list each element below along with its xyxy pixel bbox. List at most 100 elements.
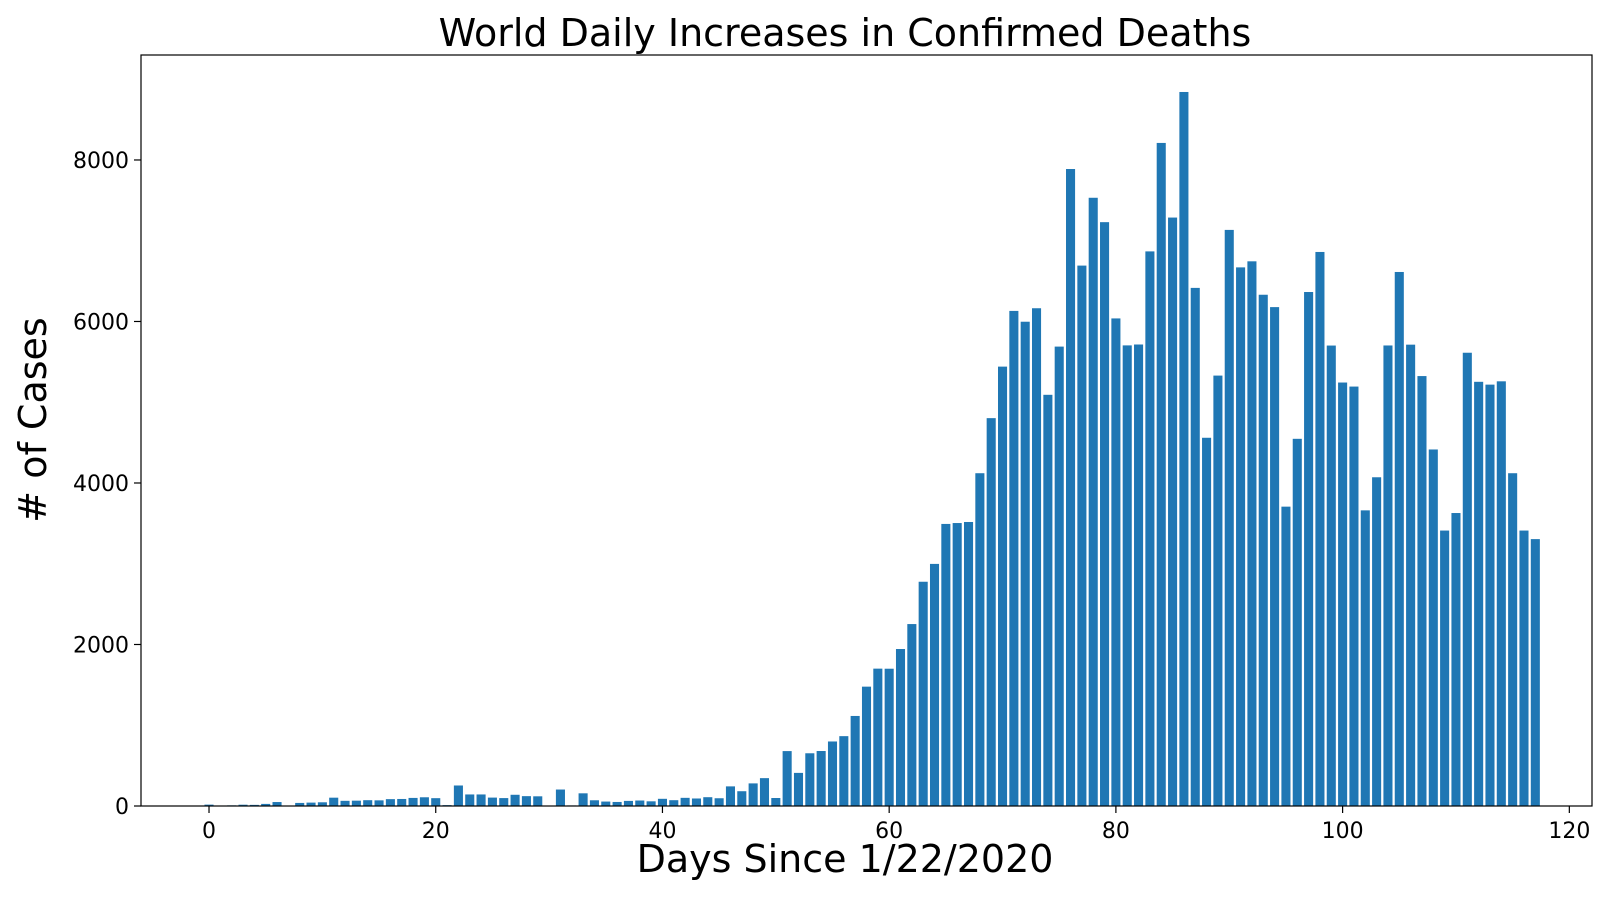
bar-day-12 <box>340 800 350 806</box>
bar-day-31 <box>555 789 565 806</box>
bar-day-34 <box>589 800 599 806</box>
bar-day-57 <box>850 715 860 806</box>
bar-day-104 <box>1383 345 1393 806</box>
bar-day-86 <box>1179 91 1189 807</box>
bar-day-105 <box>1394 271 1404 807</box>
bar-day-22 <box>453 785 463 806</box>
bar-day-73 <box>1032 308 1042 806</box>
bar-day-59 <box>873 668 883 806</box>
bar-day-43 <box>691 798 701 806</box>
bar-day-87 <box>1190 287 1200 806</box>
bar-day-115 <box>1508 473 1518 806</box>
bar-day-91 <box>1236 267 1246 806</box>
bar-day-41 <box>669 800 679 806</box>
bar-day-95 <box>1281 506 1291 806</box>
bar-day-18 <box>408 797 418 806</box>
bar-day-26 <box>499 798 509 806</box>
bar-day-25 <box>487 797 497 806</box>
bar-day-5 <box>261 803 271 806</box>
bar-day-51 <box>782 751 792 806</box>
bar-day-113 <box>1485 384 1495 806</box>
bar-day-82 <box>1134 344 1144 806</box>
x-tick-label: 20 <box>422 819 450 844</box>
bar-day-60 <box>884 668 894 806</box>
bar-day-42 <box>680 797 690 806</box>
x-tick-label: 100 <box>1322 819 1364 844</box>
bar-day-77 <box>1077 265 1087 807</box>
bar-day-35 <box>601 801 611 806</box>
bar-day-19 <box>419 797 429 806</box>
bar-day-88 <box>1202 437 1212 806</box>
bar-day-47 <box>737 791 747 806</box>
bar-day-20 <box>431 798 441 806</box>
bar-day-55 <box>827 741 838 806</box>
bar-day-99 <box>1326 345 1336 806</box>
bar-day-74 <box>1043 394 1053 806</box>
bar-day-23 <box>465 794 475 806</box>
bar-day-38 <box>635 800 645 806</box>
plot-frame <box>140 54 1593 807</box>
bar-day-54 <box>816 751 826 806</box>
y-tick-label: 8000 <box>73 149 129 174</box>
bar-day-66 <box>952 523 962 806</box>
bar-day-8 <box>295 802 305 806</box>
bar-day-110 <box>1451 513 1461 806</box>
bar-day-83 <box>1145 251 1155 806</box>
bar-day-9 <box>306 802 316 806</box>
bar-day-40 <box>657 798 667 806</box>
bar-day-89 <box>1213 375 1223 806</box>
bar-day-49 <box>759 778 770 806</box>
bar-day-15 <box>374 800 384 806</box>
x-tick-label: 40 <box>648 819 676 844</box>
bar-day-85 <box>1168 217 1178 806</box>
bar-day-10 <box>317 802 327 806</box>
x-tick-label: 120 <box>1548 819 1590 844</box>
x-axis: 0 20 40 60 80 100 120 <box>202 806 1590 844</box>
bar-day-78 <box>1088 197 1098 806</box>
bar-day-106 <box>1406 344 1416 806</box>
bar-day-71 <box>1009 310 1019 806</box>
x-tick-label: 60 <box>875 819 903 844</box>
bars-layer <box>204 91 1540 807</box>
bar-day-58 <box>861 686 872 806</box>
bar-day-81 <box>1122 345 1132 806</box>
bar-day-76 <box>1066 169 1076 806</box>
bar-day-48 <box>748 783 758 806</box>
bar-day-46 <box>725 786 735 806</box>
bar-day-107 <box>1417 376 1427 806</box>
y-tick-label: 2000 <box>73 633 129 658</box>
bar-day-70 <box>998 366 1008 806</box>
bar-day-65 <box>941 523 951 806</box>
x-tick-label: 0 <box>202 819 216 844</box>
y-tick-label: 4000 <box>73 472 129 497</box>
x-tick-label: 80 <box>1102 819 1130 844</box>
bar-day-98 <box>1315 251 1325 806</box>
bar-day-96 <box>1292 438 1302 806</box>
x-axis-title: Days Since 1/22/2020 <box>637 837 1054 881</box>
y-tick-label: 0 <box>115 795 129 820</box>
bar-day-112 <box>1474 381 1484 806</box>
bar-day-69 <box>986 418 996 806</box>
bar-day-6 <box>272 802 282 806</box>
bar-day-67 <box>963 521 974 806</box>
bar-day-0 <box>204 804 214 806</box>
bar-day-61 <box>895 649 906 806</box>
bar-day-50 <box>771 798 781 806</box>
bar-day-44 <box>703 797 713 806</box>
bar-day-97 <box>1304 292 1314 806</box>
bar-day-63 <box>918 581 928 806</box>
bar-day-79 <box>1100 222 1110 806</box>
bar-day-101 <box>1349 386 1359 806</box>
bar-day-111 <box>1462 352 1472 806</box>
bar-day-17 <box>397 798 407 806</box>
bar-day-24 <box>476 794 486 806</box>
bar-day-93 <box>1258 294 1268 806</box>
bar-day-56 <box>839 736 849 806</box>
bar-day-109 <box>1440 530 1450 806</box>
bar-day-37 <box>623 800 633 806</box>
bar-day-52 <box>793 772 804 806</box>
bar-day-92 <box>1247 261 1257 806</box>
bar-day-3 <box>238 804 248 806</box>
bar-day-14 <box>363 800 373 806</box>
